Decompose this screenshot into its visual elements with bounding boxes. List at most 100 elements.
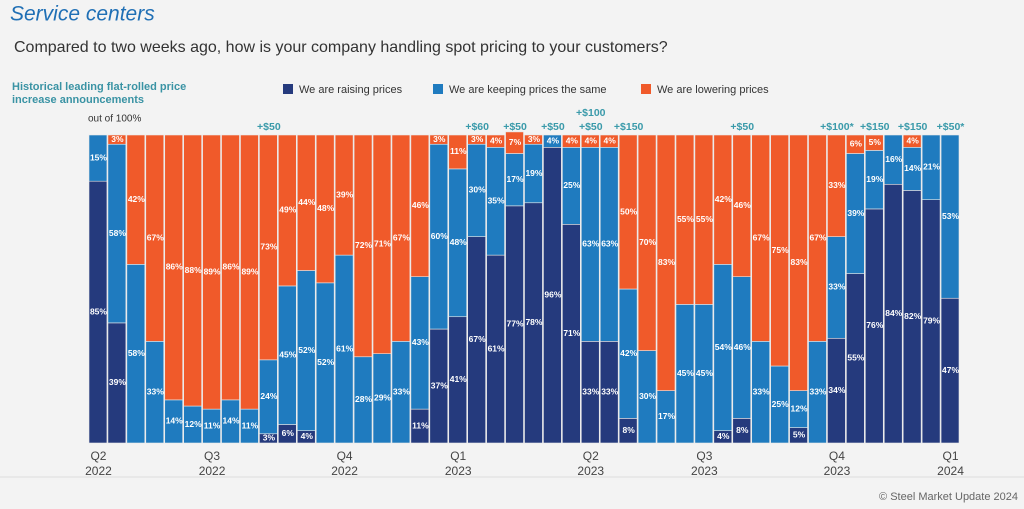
bar-segment	[921, 134, 941, 200]
data-label: 42%	[715, 194, 732, 204]
data-label: 63%	[582, 239, 599, 249]
x-tick-label: Q3 2023	[691, 449, 718, 478]
bar-segment	[751, 134, 770, 342]
data-label: 45%	[677, 368, 694, 378]
data-label: 11%	[450, 146, 467, 156]
bar-segment	[581, 134, 600, 148]
data-label: 3%	[528, 134, 541, 144]
legend-label: We are raising prices	[299, 84, 403, 96]
data-label: 48%	[450, 237, 467, 247]
legend-swatch	[433, 84, 443, 94]
data-label: 67%	[809, 232, 826, 242]
bar-segment	[126, 134, 146, 265]
legend-swatch	[283, 84, 293, 94]
bar-segment	[202, 134, 221, 410]
bar-segment	[732, 134, 752, 277]
data-label: 8%	[622, 425, 635, 435]
data-label: 46%	[412, 200, 429, 210]
data-label: 55%	[696, 214, 713, 224]
bar-segment	[694, 134, 714, 305]
data-label: 61%	[336, 343, 353, 353]
bar-segment	[846, 134, 865, 154]
bar-segment	[505, 131, 524, 154]
data-label: 5%	[869, 137, 882, 147]
legend-swatch	[641, 84, 651, 94]
annotation: +$150	[614, 121, 644, 133]
annotation: +$150	[860, 121, 890, 133]
data-label: 5%	[793, 430, 806, 440]
y-label: out of 100%	[88, 114, 141, 125]
bar-segment	[240, 134, 259, 410]
data-label: 11%	[412, 420, 429, 430]
data-label: 88%	[185, 265, 202, 275]
annotation: +$50	[503, 121, 527, 133]
bar-segment	[808, 134, 827, 342]
data-label: 78%	[525, 317, 542, 327]
data-label: 45%	[279, 349, 296, 359]
data-label: 3%	[471, 134, 484, 144]
bar-segment	[524, 134, 543, 145]
data-label: 30%	[639, 391, 656, 401]
bar-segment	[656, 134, 676, 391]
annotation: +$100*	[820, 121, 854, 133]
data-label: 39%	[847, 208, 864, 218]
data-label: 3%	[263, 433, 276, 443]
data-label: 3%	[111, 134, 124, 144]
data-label: 41%	[450, 374, 467, 384]
subtitle: Compared to two weeks ago, how is your c…	[14, 39, 668, 56]
data-label: 19%	[866, 174, 883, 184]
data-label: 76%	[866, 320, 883, 330]
data-label: 39%	[109, 377, 126, 387]
data-label: 33%	[582, 386, 599, 396]
data-label: 33%	[393, 386, 410, 396]
data-label: 52%	[317, 357, 334, 367]
data-label: 25%	[772, 399, 789, 409]
data-label: 33%	[809, 386, 826, 396]
x-tick-label: Q1 2023	[444, 449, 472, 478]
data-label: 6%	[850, 138, 863, 148]
bar-segment	[467, 134, 486, 145]
data-label: 53%	[942, 211, 959, 221]
data-label: 67%	[469, 334, 486, 344]
data-label: 46%	[734, 342, 751, 352]
bar-segment	[486, 134, 505, 148]
bar-segment	[259, 134, 278, 361]
data-label: 54%	[715, 342, 732, 352]
data-label: 50%	[620, 206, 637, 216]
data-label: 82%	[904, 311, 921, 321]
bar-segment	[145, 134, 165, 342]
bar-segment	[940, 134, 960, 299]
annotation: +$150	[898, 121, 928, 133]
bar-segment	[770, 134, 789, 367]
data-label: 33%	[828, 180, 845, 190]
data-label: 48%	[317, 203, 334, 213]
data-label: 14%	[223, 416, 240, 426]
data-label: 16%	[885, 154, 902, 164]
data-label: 43%	[412, 337, 429, 347]
data-label: 67%	[147, 232, 164, 242]
data-label: 4%	[547, 135, 560, 145]
data-label: 29%	[374, 393, 391, 403]
x-tick-label: Q3 2022	[198, 449, 226, 478]
bar-segment	[334, 134, 354, 256]
data-label: 28%	[355, 394, 372, 404]
data-label: 33%	[753, 386, 770, 396]
data-label: 67%	[393, 232, 410, 242]
x-tick-label: Q1 2024	[937, 449, 964, 478]
bar-segment	[296, 134, 316, 271]
data-label: 60%	[431, 231, 448, 241]
data-label: 33%	[601, 386, 618, 396]
data-label: 63%	[601, 239, 618, 249]
data-label: 55%	[677, 214, 694, 224]
data-label: 55%	[847, 353, 864, 363]
data-label: 8%	[736, 425, 749, 435]
annotation: +$50	[257, 121, 281, 133]
data-label: 11%	[242, 420, 259, 430]
data-label: 71%	[374, 239, 391, 249]
data-label: 45%	[696, 368, 713, 378]
data-label: 83%	[791, 257, 808, 267]
annotation: +$50	[730, 121, 754, 133]
bar-segment	[827, 134, 846, 237]
data-label: 14%	[166, 416, 183, 426]
